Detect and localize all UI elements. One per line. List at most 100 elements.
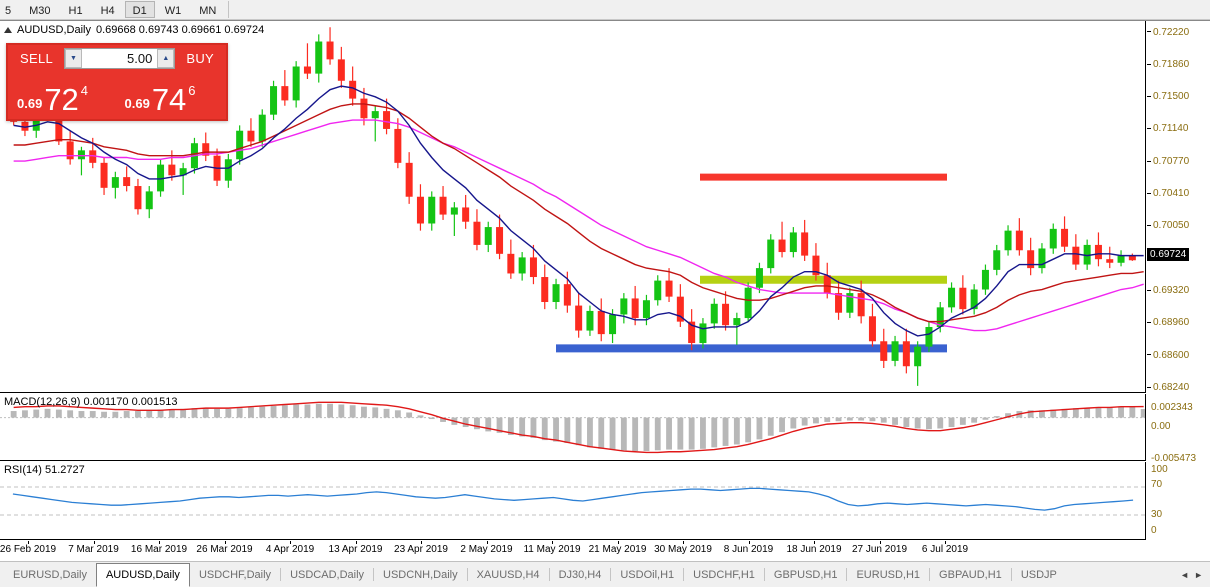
volume-input[interactable]: 5.00 (127, 50, 153, 66)
date-axis-tick (486, 541, 488, 544)
chart-tabs-bar: EURUSD,Daily AUDUSD,Daily USDCHF,Daily USDC… (0, 561, 1210, 587)
volume-increment-button[interactable]: ▲ (157, 48, 175, 68)
rsi-axis-tick: 100 (1151, 464, 1168, 475)
price-axis-tick: 0.70410 (1147, 188, 1189, 199)
toolbar-separator (228, 1, 230, 18)
price-axis-tick-label: 0.70770 (1153, 155, 1190, 167)
sell-price-prefix: 0.69 (17, 96, 43, 111)
chart-tab-usdcnh-daily[interactable]: USDCNH,Daily (383, 568, 458, 581)
timeframe-button-d1[interactable]: D1 (124, 1, 155, 18)
chart-tab-gbpaud-h1[interactable]: GBPAUD,H1 (939, 568, 1002, 581)
price-axis-tick: 0.68960 (1147, 317, 1189, 328)
current-price-marker: 0.69724 (1147, 248, 1190, 262)
date-axis-label: 2 May 2019 (460, 544, 513, 555)
date-axis-label: 8 Jun 2019 (723, 544, 774, 555)
date-axis-label: 7 Mar 2019 (68, 544, 119, 555)
date-axis-label: 16 Mar 2019 (130, 544, 188, 555)
price-axis[interactable]: 0.72220 0.71860 0.71500 0.71140 0.70770 0.704… (1147, 21, 1210, 540)
date-axis-label: 26 Feb 2019 (0, 544, 57, 555)
tab-divider (610, 568, 612, 581)
date-axis-tick (552, 541, 553, 544)
chart-tab-usdchf-h1[interactable]: USDCHF,H1 (693, 568, 755, 581)
price-axis-tick-label: 0.70050 (1153, 220, 1190, 232)
collapse-triangle-icon[interactable] (4, 27, 12, 33)
date-axis-label: 11 May 2019 (523, 544, 581, 555)
sell-price-quote[interactable]: 0.69 72 4 (11, 71, 116, 116)
tab-divider (929, 568, 931, 581)
date-axis-tick (879, 541, 881, 544)
buy-price-fraction: 6 (188, 83, 196, 98)
tab-scroll-right-icon[interactable]: ► (1194, 569, 1203, 580)
chart-tab-eurusd-daily[interactable]: EURUSD,Daily (13, 568, 87, 581)
price-axis-tick: 0.70770 (1147, 156, 1189, 167)
rsi-indicator-pane[interactable]: RSI(14) 51.2727 (0, 462, 1146, 540)
chart-tab-usdchf-daily[interactable]: USDCHF,Daily (198, 568, 272, 581)
volume-decrement-button[interactable]: ▼ (65, 48, 83, 68)
tab-scroll-left-icon[interactable]: ◄ (1180, 569, 1190, 580)
chart-tab-eurusd-h1[interactable]: EURUSD,H1 (856, 568, 921, 581)
price-axis-tick: 0.72220 (1147, 27, 1189, 38)
date-axis-tick (945, 541, 946, 544)
one-click-trading-panel[interactable]: SELL ▼ 5.00 ▲ BUY 0.69 72 4 0.69 74 6 (6, 43, 228, 121)
timeframe-button-m30[interactable]: M30 (29, 5, 51, 17)
date-axis-label: 27 Jun 2019 (851, 544, 908, 555)
price-candlestick-svg (10, 27, 1144, 386)
price-axis-tick: 0.71860 (1147, 59, 1189, 70)
date-axis-tick (683, 541, 684, 544)
date-axis-label: 4 Apr 2019 (265, 544, 315, 555)
timeframe-button-h1[interactable]: H1 (68, 5, 83, 17)
buy-button[interactable]: BUY (186, 50, 214, 66)
price-axis-tick-label: 0.68240 (1153, 381, 1190, 393)
sell-price-big: 72 (44, 81, 79, 117)
tab-divider (683, 568, 685, 581)
volume-stepper[interactable]: ▼ 5.00 ▲ (64, 47, 176, 69)
tab-divider (280, 568, 282, 581)
chart-area: AUDUSD,Daily 0.69668 0.69743 0.69661 0.6… (0, 20, 1210, 561)
date-axis-tick (290, 541, 291, 544)
rsi-label: RSI(14) 51.2727 (4, 464, 85, 476)
sell-button[interactable]: SELL (20, 50, 54, 66)
date-axis-tick (617, 541, 619, 544)
date-axis-tick (748, 541, 750, 544)
date-axis-tick (814, 541, 815, 544)
rsi-axis-tick: 70 (1151, 479, 1163, 490)
buy-price-quote[interactable]: 0.69 74 6 (118, 71, 223, 116)
trade-panel-quotes: 0.69 72 4 0.69 74 6 (8, 71, 226, 119)
timeframe-button-mn[interactable]: MN (199, 5, 217, 17)
date-axis-tick (159, 541, 160, 544)
macd-axis-tick: 0.00 (1151, 421, 1171, 432)
price-axis-tick: 0.71500 (1147, 91, 1189, 102)
date-axis-tick (421, 541, 422, 544)
price-axis-tick-label: 0.68600 (1153, 349, 1190, 361)
tab-divider (1010, 568, 1012, 581)
macd-axis-tick: 0.002343 (1151, 402, 1193, 413)
timeframe-button-h4[interactable]: H4 (100, 5, 115, 17)
chart-tab-gbpusd-h1[interactable]: GBPUSD,H1 (773, 568, 838, 581)
timeframe-button-w1[interactable]: W1 (164, 5, 182, 17)
timeframe-toolbar: 5 M30 H1 H4 D1 W1 MN (0, 0, 1210, 20)
price-axis-tick-label: 0.70410 (1153, 188, 1190, 200)
chart-tab-usdcad-daily[interactable]: USDCAD,Daily (290, 568, 365, 581)
rsi-axis-tick: 0 (1151, 525, 1157, 536)
chart-symbol-label: AUDUSD,Daily (17, 24, 91, 36)
macd-indicator-pane[interactable]: MACD(12,26,9) 0.001170 0.001513 (0, 394, 1146, 461)
date-axis-label: 6 Jul 2019 (921, 544, 969, 555)
date-axis-label: 23 Apr 2019 (394, 544, 448, 555)
chart-tab-usdoil-h1[interactable]: USDOil,H1 (620, 568, 675, 581)
timeframe-button-5[interactable]: 5 (5, 5, 12, 17)
price-axis-tick-label: 0.68960 (1153, 317, 1190, 329)
price-axis-tick-label: 0.69320 (1153, 285, 1190, 297)
date-axis-label: 18 Jun 2019 (786, 544, 842, 555)
date-axis-tick (355, 541, 357, 544)
rsi-axis-tick: 30 (1151, 509, 1163, 520)
macd-svg (0, 401, 1145, 454)
price-axis-tick: 0.68240 (1147, 382, 1189, 393)
chart-tab-xauusd-h4[interactable]: XAUUSD,H4 (476, 568, 540, 581)
macd-axis-tick: -0.005473 (1151, 453, 1197, 464)
date-axis-tick (93, 541, 95, 544)
price-axis-tick-label: 0.72220 (1153, 26, 1190, 38)
chart-tab-dj30-h4[interactable]: DJ30,H4 (558, 568, 602, 581)
chart-tab-audusd-daily[interactable]: AUDUSD,Daily (95, 563, 190, 587)
chart-tab-usdjp[interactable]: USDJP (1020, 568, 1057, 581)
